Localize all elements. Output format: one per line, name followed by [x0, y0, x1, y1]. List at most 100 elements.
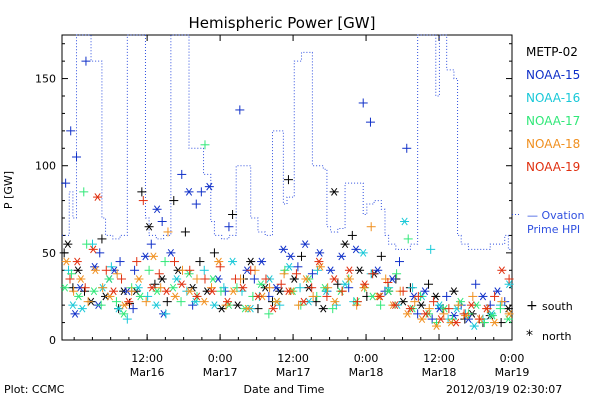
marker-legend-symbol: +: [526, 298, 538, 314]
ovation-legend-label: — Ovation: [527, 209, 585, 222]
south-marker: [293, 262, 303, 272]
north-marker: [140, 252, 150, 261]
marker-stroke: [69, 301, 76, 310]
north-marker: [301, 275, 311, 283]
marker-stroke: [74, 257, 81, 266]
marker-stroke: [254, 292, 262, 301]
marker-stroke: [483, 304, 490, 313]
chart-title: Hemispheric Power [GW]: [189, 14, 376, 32]
marker-stroke: [115, 304, 122, 313]
marker-stroke: [473, 301, 480, 310]
marker-stroke: [450, 287, 458, 296]
marker-stroke: [209, 275, 217, 283]
marker-stroke: [505, 309, 513, 318]
legend-entry: NOAA-17: [526, 114, 580, 128]
marker-stroke: [471, 322, 478, 330]
south-marker: [169, 196, 179, 206]
marker-stroke: [185, 269, 193, 278]
marker-stroke: [489, 311, 496, 320]
south-marker: [297, 251, 307, 261]
y-tick-label: 50: [42, 247, 56, 260]
north-marker: [63, 240, 73, 249]
south-marker: [347, 230, 357, 240]
north-marker: [256, 280, 266, 289]
north-marker: [268, 304, 278, 313]
south-marker: [161, 309, 171, 319]
marker-stroke: [453, 318, 460, 327]
marker-stroke: [327, 266, 334, 275]
south-marker: [307, 269, 317, 279]
marker-stroke: [135, 275, 143, 283]
marker-stroke: [436, 301, 443, 310]
x-tick-label-time: 0:00: [208, 352, 233, 365]
marker-stroke: [63, 257, 70, 266]
north-marker: [72, 257, 82, 266]
north-marker: [134, 275, 144, 283]
south-marker: [328, 304, 338, 314]
north-marker: [351, 245, 361, 254]
marker-stroke: [331, 187, 338, 196]
north-marker: [329, 187, 339, 196]
south-marker: [308, 291, 318, 301]
south-marker: [413, 309, 423, 319]
legend-entry: NOAA-18: [526, 137, 580, 151]
marker-stroke: [229, 257, 236, 266]
south-marker: [83, 297, 93, 307]
south-marker: [112, 269, 122, 279]
north-marker: [76, 275, 86, 283]
south-marker: [115, 257, 125, 267]
south-marker: [81, 56, 91, 66]
south-marker: [376, 300, 386, 310]
marker-legend-label: north: [542, 330, 572, 343]
south-marker: [504, 274, 514, 284]
north-marker: [432, 322, 442, 330]
marker-stroke: [447, 318, 455, 327]
south-marker: [177, 169, 187, 179]
south-marker: [66, 126, 76, 136]
marker-stroke: [92, 266, 99, 275]
south-marker: [66, 269, 76, 279]
south-marker: [101, 265, 111, 275]
south-marker: [82, 239, 92, 249]
south-marker: [137, 187, 147, 197]
plot-timestamp: 2012/03/19 02:30:07: [446, 383, 562, 396]
marker-stroke: [320, 304, 327, 313]
marker-stroke: [94, 193, 101, 201]
south-marker: [199, 265, 209, 275]
south-marker: [352, 297, 362, 307]
north-marker: [402, 309, 412, 318]
marker-stroke: [201, 297, 208, 306]
south-marker: [276, 279, 286, 289]
north-marker: [172, 275, 182, 283]
marker-stroke: [258, 257, 265, 266]
south-marker: [398, 286, 408, 296]
marker-stroke: [148, 283, 156, 292]
north-marker: [70, 309, 80, 318]
marker-stroke: [145, 222, 153, 231]
marker-stroke: [505, 315, 512, 323]
marker-stroke: [120, 309, 127, 318]
marker-stroke: [389, 275, 396, 283]
north-marker: [61, 257, 71, 266]
south-marker: [196, 187, 206, 197]
north-marker: [466, 301, 476, 310]
south-marker: [127, 286, 137, 296]
x-axis-label: Date and Time: [244, 383, 325, 396]
marker-stroke: [214, 275, 222, 283]
south-marker: [117, 274, 127, 284]
south-marker: [459, 309, 469, 319]
south-marker: [424, 279, 434, 289]
south-marker: [366, 222, 376, 232]
south-marker: [224, 222, 234, 232]
marker-stroke: [315, 257, 323, 266]
south-marker: [408, 283, 418, 293]
marker-stroke: [302, 275, 309, 283]
north-marker: [421, 309, 431, 318]
marker-stroke: [407, 304, 414, 313]
north-marker: [192, 292, 202, 301]
legend-entry: NOAA-15: [526, 68, 580, 82]
south-marker: [368, 269, 378, 279]
north-marker: [300, 240, 310, 249]
north-marker: [144, 222, 154, 231]
